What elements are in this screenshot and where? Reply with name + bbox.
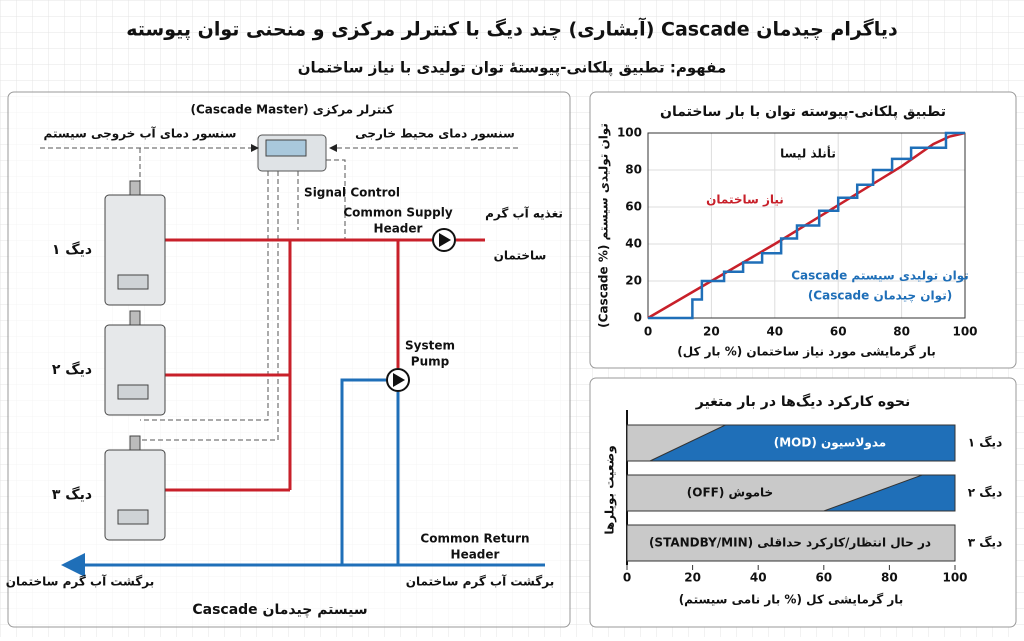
y-tick-label: 100 — [617, 126, 642, 140]
annotation: تأنلذ لیسا — [780, 146, 836, 161]
supply-label: ساختمان — [494, 249, 547, 263]
series-label: توان تولیدی سیستم Cascade — [791, 269, 969, 284]
boiler-flue — [129, 180, 141, 196]
state-label: در حال انتظار/کارکرد حداقلی (STANDBY/MIN… — [649, 536, 931, 550]
header-label: Common Supply — [343, 206, 453, 220]
series-line — [648, 131, 965, 320]
plot-frame — [647, 132, 966, 319]
pump-icon — [393, 373, 405, 387]
y-tick-label: 80 — [625, 163, 642, 177]
state-on — [649, 424, 956, 462]
x-tick-label: 0 — [623, 571, 631, 585]
annotation: (توان چیدمان Cascade) — [808, 289, 952, 304]
x-axis-label: بار گرمایشی مورد نیاز ساختمان (% بار کل) — [677, 345, 936, 360]
pump-icon — [439, 233, 451, 247]
x-tick-label: 80 — [881, 571, 898, 585]
state-label: خاموش (OFF) — [687, 486, 773, 501]
state-on — [823, 474, 956, 512]
x-tick-label: 0 — [644, 325, 652, 339]
signal-label: Signal Control — [304, 186, 400, 200]
x-tick-label: 40 — [766, 325, 783, 339]
y-axis-label: توان تولیدی سیستم (% Cascade) — [597, 123, 612, 328]
category-label: دیگ ۱ — [968, 436, 1002, 450]
supply-pipes — [165, 238, 485, 492]
boiler-panel — [117, 384, 149, 400]
pump-label: Pump — [411, 355, 450, 369]
boiler-flue — [129, 435, 141, 451]
boiler-flue — [129, 310, 141, 326]
category-label: دیگ ۳ — [968, 536, 1002, 550]
boiler-label: دیگ ۳ — [52, 486, 92, 503]
chart-title: نحوه کارکرد دیگ‌ها در بار متغیر — [695, 393, 911, 410]
pump-label: System — [405, 339, 455, 353]
supply-label: تغذیه آب گرم — [485, 206, 563, 222]
boiler-label: دیگ ۱ — [52, 241, 92, 258]
state-off — [626, 524, 956, 562]
category-label: دیگ ۲ — [968, 486, 1002, 500]
y-tick-label: 20 — [625, 274, 642, 288]
footer: سیستم چیدمان Cascade — [192, 602, 367, 618]
y-tick-label: 60 — [625, 200, 642, 214]
y-axis-label: وضعیت بویلرها — [603, 445, 618, 534]
controller-label: کنترلر مرکزی (Cascade Master) — [190, 103, 393, 117]
boiler — [104, 449, 166, 541]
boiler-panel — [117, 274, 149, 290]
series-label: نیاز ساختمان — [706, 193, 784, 207]
boiler-panel — [117, 509, 149, 525]
signal-lines — [40, 144, 518, 441]
boiler-label: دیگ ۲ — [52, 361, 92, 378]
x-axis-label: بار گرمایشی کل (% بار نامی سیستم) — [679, 593, 904, 607]
charts: تطبیق پلکانی-پیوسته توان با بار ساختمان 0… — [597, 104, 1003, 607]
left-panel: کنترلر مرکزی (Cascade Master) سنسور دمای… — [6, 91, 571, 628]
boiler — [104, 324, 166, 416]
controller-screen — [265, 139, 307, 157]
x-tick-label: 40 — [750, 571, 767, 585]
state-label: مدولاسیون (MOD) — [774, 436, 886, 451]
x-tick-label: 80 — [893, 325, 910, 339]
x-tick-label: 60 — [815, 571, 832, 585]
y-tick-label: 0 — [634, 311, 642, 325]
header-label: Header — [451, 548, 500, 562]
x-tick-label: 60 — [830, 325, 847, 339]
header-label: Common Return — [420, 532, 529, 546]
x-tick-label: 100 — [952, 325, 977, 339]
subtitle: مفهوم: تطبیق پلکانی-پیوستهٔ توان تولیدی … — [298, 59, 727, 78]
chart-title: تطبیق پلکانی-پیوسته توان با بار ساختمان — [660, 104, 946, 120]
sensor-label: سنسور دمای محیط خارجی — [355, 127, 515, 142]
boilers: دیگ ۱ دیگ ۲ دیگ ۳ — [52, 180, 166, 541]
return-label: برگشت آب گرم ساختمان — [406, 574, 554, 590]
x-tick-label: 100 — [942, 571, 967, 585]
header-label: Header — [374, 222, 423, 236]
x-tick-label: 20 — [703, 325, 720, 339]
title: دیاگرام چیدمان Cascade (آبشاری) چند دیگ … — [126, 17, 898, 41]
y-tick-label: 40 — [625, 237, 642, 251]
sensor-label: سنسور دمای آب خروجی سیستم — [44, 126, 237, 142]
return-pipes — [61, 378, 545, 577]
x-tick-label: 20 — [684, 571, 701, 585]
return-label: برگشت آب گرم ساختمان — [6, 574, 154, 590]
